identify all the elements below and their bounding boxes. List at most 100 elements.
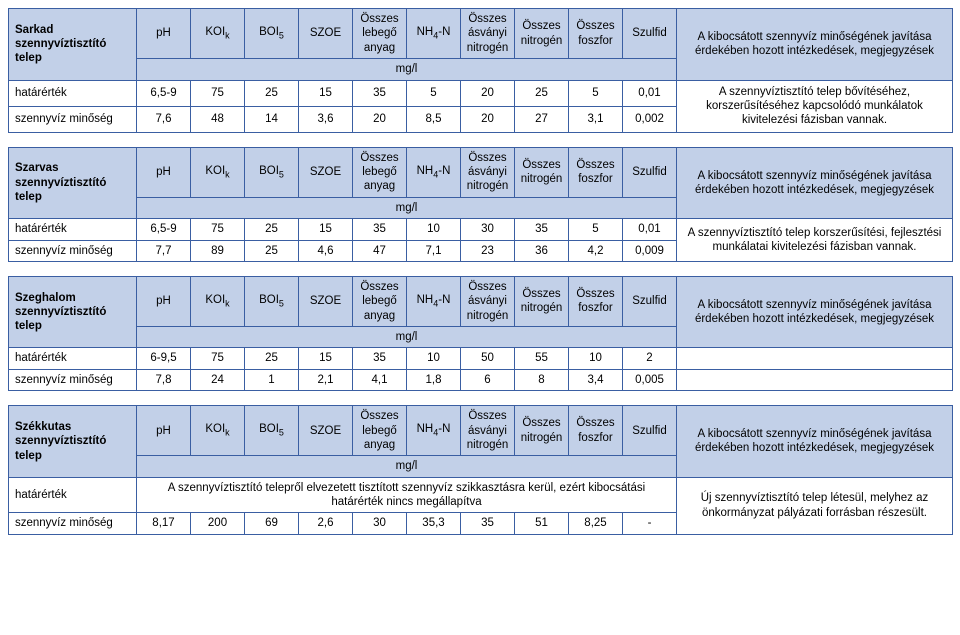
col-header: NH4-N: [407, 406, 461, 456]
limit-cell: 5: [569, 80, 623, 106]
limit-cell: 10: [407, 348, 461, 369]
quality-cell: 3,1: [569, 106, 623, 132]
plant-table-section: SzarvasszennyvíztisztítóteleppHKOIkBOI5S…: [8, 147, 952, 262]
limit-cell: 30: [461, 219, 515, 240]
col-header: Összeslebegőanyag: [353, 9, 407, 59]
col-header: KOIk: [191, 276, 245, 326]
quality-cell: 30: [353, 513, 407, 534]
quality-cell: 24: [191, 369, 245, 390]
plant-name: Székkutasszennyvíztisztítótelep: [9, 406, 137, 478]
quality-cell: 23: [461, 240, 515, 261]
quality-cell: 6: [461, 369, 515, 390]
quality-cell: 4,2: [569, 240, 623, 261]
row-label-quality: szennyvíz minőség: [9, 369, 137, 390]
col-header: SZOE: [299, 9, 353, 59]
limit-cell: 35: [353, 219, 407, 240]
col-header: Összesnitrogén: [515, 147, 569, 197]
quality-cell: 8,25: [569, 513, 623, 534]
quality-cell: 2,1: [299, 369, 353, 390]
quality-cell: 25: [245, 240, 299, 261]
plant-name: Szarvasszennyvíztisztítótelep: [9, 147, 137, 219]
plant-table: SzeghalomszennyvíztisztítóteleppHKOIkBOI…: [8, 276, 953, 391]
quality-cell: 0,002: [623, 106, 677, 132]
quality-cell: 14: [245, 106, 299, 132]
quality-cell: 48: [191, 106, 245, 132]
col-header: Összesnitrogén: [515, 9, 569, 59]
row-label-limit: határérték: [9, 348, 137, 369]
plant-note-empty: [677, 369, 953, 390]
quality-cell: 4,6: [299, 240, 353, 261]
col-header: Összeslebegőanyag: [353, 276, 407, 326]
quality-cell: 8: [515, 369, 569, 390]
quality-cell: 51: [515, 513, 569, 534]
limit-cell: 10: [407, 219, 461, 240]
limit-cell: 25: [245, 219, 299, 240]
quality-cell: 89: [191, 240, 245, 261]
quality-cell: 47: [353, 240, 407, 261]
plant-table-section: SzékkutasszennyvíztisztítóteleppHKOIkBOI…: [8, 405, 952, 535]
col-header: Szulfid: [623, 406, 677, 456]
col-header: Összesfoszfor: [569, 9, 623, 59]
plant-table: SarkadszennyvíztisztítóteleppHKOIkBOI5SZ…: [8, 8, 953, 133]
col-header: pH: [137, 406, 191, 456]
limit-cell: 0,01: [623, 219, 677, 240]
quality-cell: 20: [353, 106, 407, 132]
quality-cell: 2,6: [299, 513, 353, 534]
quality-cell: 35: [461, 513, 515, 534]
limit-cell: 75: [191, 80, 245, 106]
col-header: BOI5: [245, 147, 299, 197]
quality-cell: 4,1: [353, 369, 407, 390]
col-header: Összesásványinitrogén: [461, 9, 515, 59]
plant-note-empty: [677, 348, 953, 369]
col-header: Összesnitrogén: [515, 406, 569, 456]
limit-cell: 50: [461, 348, 515, 369]
row-label-quality: szennyvíz minőség: [9, 106, 137, 132]
col-header: Összesásványinitrogén: [461, 276, 515, 326]
limit-cell: 6,5-9: [137, 219, 191, 240]
limit-cell: 25: [245, 80, 299, 106]
quality-cell: 7,8: [137, 369, 191, 390]
notes-header: A kibocsátott szennyvíz minőségének javí…: [677, 406, 953, 478]
limit-cell: 55: [515, 348, 569, 369]
col-header: KOIk: [191, 406, 245, 456]
limit-cell: 75: [191, 348, 245, 369]
plant-note: A szennyvíztisztító telep bővítéséhez, k…: [677, 80, 953, 132]
quality-cell: 8,5: [407, 106, 461, 132]
col-header: Összesnitrogén: [515, 276, 569, 326]
notes-header: A kibocsátott szennyvíz minőségének javí…: [677, 276, 953, 348]
limit-cell: 25: [515, 80, 569, 106]
notes-header: A kibocsátott szennyvíz minőségének javí…: [677, 147, 953, 219]
col-header: SZOE: [299, 406, 353, 456]
notes-header: A kibocsátott szennyvíz minőségének javí…: [677, 9, 953, 81]
quality-cell: -: [623, 513, 677, 534]
row-label-limit: határérték: [9, 219, 137, 240]
unit-row: mg/l: [137, 197, 677, 218]
row-label-limit: határérték: [9, 477, 137, 513]
limit-cell: 15: [299, 348, 353, 369]
col-header: Összesfoszfor: [569, 147, 623, 197]
unit-row: mg/l: [137, 59, 677, 80]
quality-cell: 20: [461, 106, 515, 132]
limit-cell: 6,5-9: [137, 80, 191, 106]
limit-cell: 5: [407, 80, 461, 106]
quality-cell: 0,005: [623, 369, 677, 390]
col-header: pH: [137, 276, 191, 326]
col-header: pH: [137, 9, 191, 59]
plant-note: Új szennyvíztisztító telep létesül, mely…: [677, 477, 953, 534]
limit-cell: 0,01: [623, 80, 677, 106]
limit-cell: 20: [461, 80, 515, 106]
limit-cell: 2: [623, 348, 677, 369]
col-header: BOI5: [245, 406, 299, 456]
unit-row: mg/l: [137, 456, 677, 477]
quality-cell: 27: [515, 106, 569, 132]
quality-cell: 3,4: [569, 369, 623, 390]
limit-cell: 15: [299, 80, 353, 106]
limit-cell: 10: [569, 348, 623, 369]
limit-cell: 6-9,5: [137, 348, 191, 369]
quality-cell: 200: [191, 513, 245, 534]
row-label-quality: szennyvíz minőség: [9, 513, 137, 534]
limit-spanning-text: A szennyvíztisztító telepről elvezetett …: [137, 477, 677, 513]
col-header: pH: [137, 147, 191, 197]
quality-cell: 8,17: [137, 513, 191, 534]
plant-table: SzarvasszennyvíztisztítóteleppHKOIkBOI5S…: [8, 147, 953, 262]
